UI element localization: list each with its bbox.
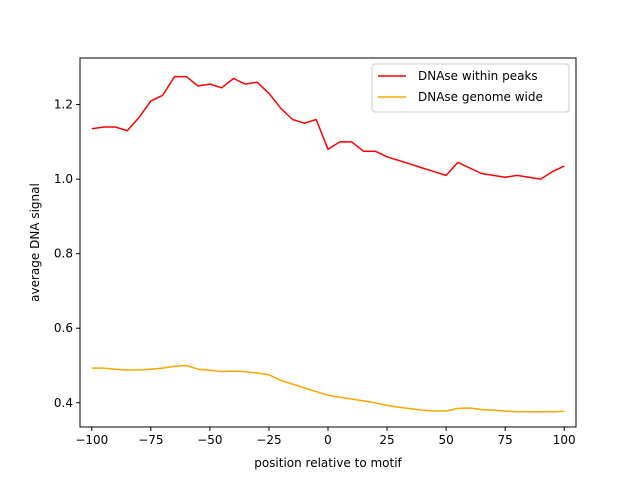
y-tick-label: 1.2	[54, 98, 73, 112]
y-tick-label: 0.8	[54, 247, 73, 261]
series-line-1	[91, 75, 565, 180]
x-tick-label: 100	[553, 433, 576, 447]
legend-box	[371, 63, 570, 113]
x-tick-label: 25	[379, 433, 394, 447]
x-axis: −100 −75 −50 −25 0 25 50 75 100	[75, 427, 576, 447]
x-tick-label: −25	[256, 433, 281, 447]
y-tick-label: 0.4	[54, 396, 73, 410]
y-tick-label: 0.6	[54, 321, 73, 335]
plot-frame	[79, 57, 577, 428]
legend-label: DNAse genome wide	[418, 90, 543, 104]
legend: DNAse within peaks DNAse genome wide	[371, 63, 570, 113]
legend-label: DNAse within peaks	[418, 69, 538, 83]
x-axis-label: position relative to motif	[254, 456, 402, 470]
x-tick-label: −75	[138, 433, 163, 447]
x-tick-label: −100	[75, 433, 108, 447]
x-tick-label: 0	[324, 433, 332, 447]
y-tick-label: 1.0	[54, 172, 73, 186]
plot-lines	[91, 75, 565, 413]
y-axis-label: average DNA signal	[28, 183, 42, 302]
y-axis: 0.4 0.6 0.8 1.0 1.2	[54, 98, 80, 410]
series-line-2	[91, 364, 565, 413]
x-tick-label: 75	[498, 433, 513, 447]
x-tick-label: 50	[438, 433, 453, 447]
x-tick-label: −50	[197, 433, 222, 447]
